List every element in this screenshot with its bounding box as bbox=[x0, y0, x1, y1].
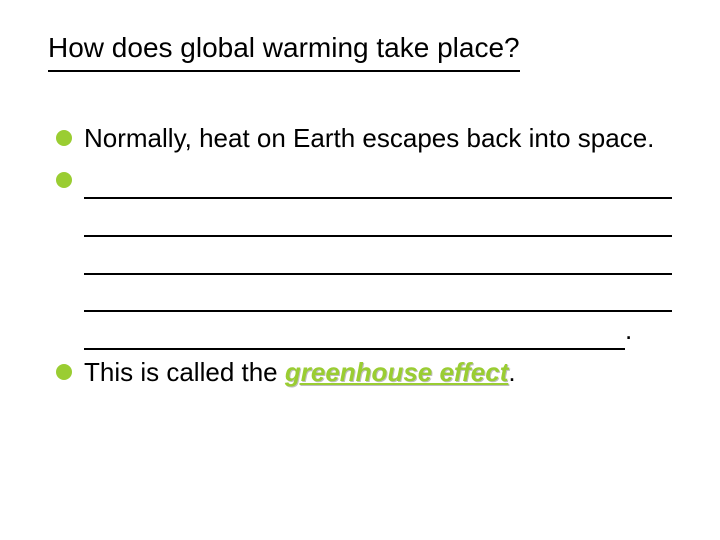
blank-line bbox=[84, 312, 625, 350]
blank-line bbox=[84, 199, 672, 237]
blank-line bbox=[84, 237, 672, 275]
bullet-item-2: . bbox=[56, 162, 672, 350]
slide-title: How does global warming take place? bbox=[48, 32, 520, 72]
bullet-suffix: . bbox=[508, 357, 515, 387]
blank-line bbox=[84, 275, 672, 313]
trailing-period: . bbox=[625, 315, 632, 345]
bullet-item-3: This is called the greenhouse effect. bbox=[56, 354, 672, 392]
bullet-prefix: This is called the bbox=[84, 357, 285, 387]
emphasis-greenhouse-effect: greenhouse effect bbox=[285, 357, 508, 387]
blank-line bbox=[84, 162, 672, 200]
slide: How does global warming take place? Norm… bbox=[0, 0, 720, 540]
bullet-text: Normally, heat on Earth escapes back int… bbox=[84, 123, 654, 153]
blank-lines: . bbox=[84, 162, 672, 346]
bullet-item-1: Normally, heat on Earth escapes back int… bbox=[56, 120, 672, 158]
bullet-list: Normally, heat on Earth escapes back int… bbox=[48, 120, 672, 392]
